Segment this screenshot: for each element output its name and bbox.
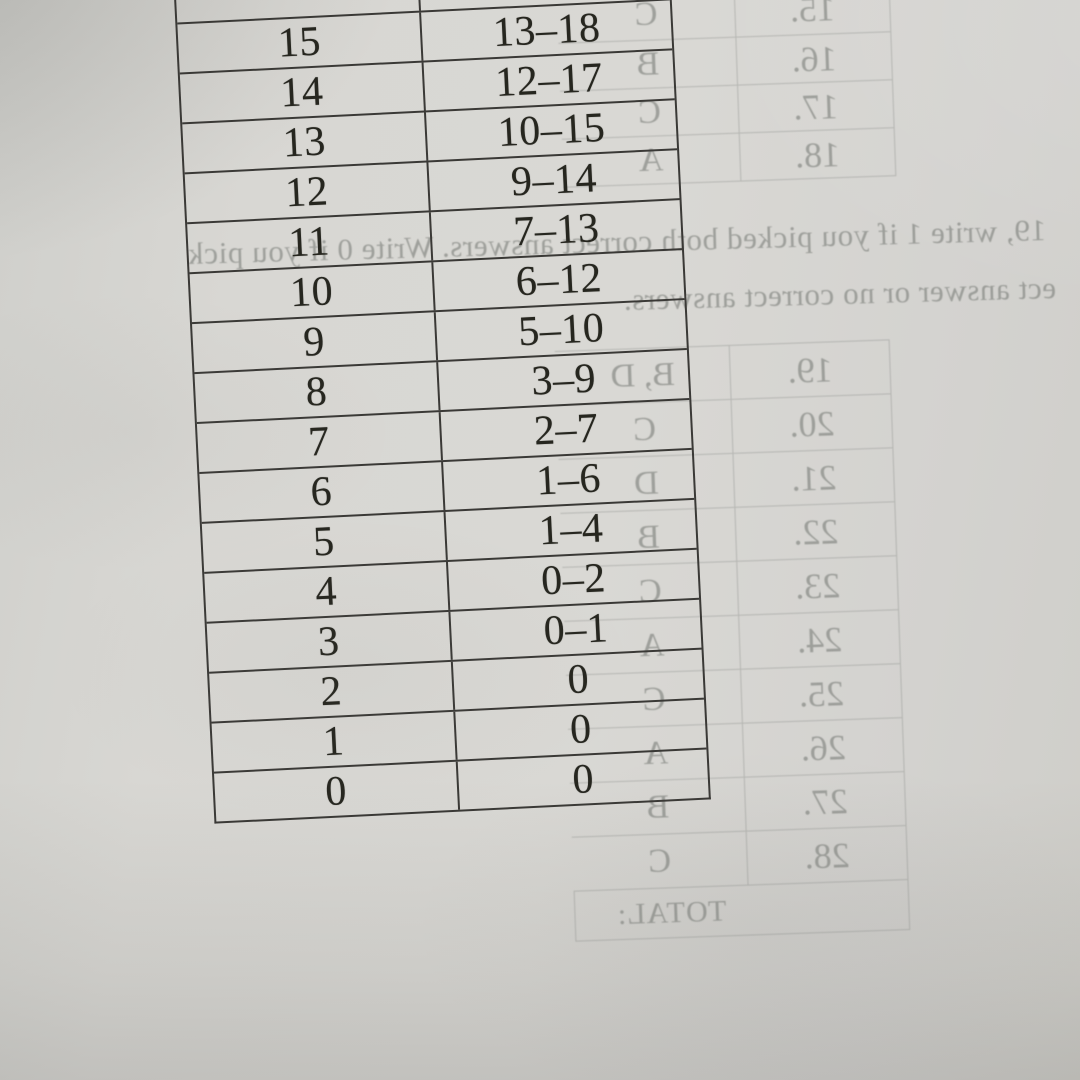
bleed-question-number: 18. bbox=[738, 128, 896, 181]
scaled-range-cell: 0 bbox=[571, 756, 596, 804]
bleed-question-number: 27. bbox=[743, 772, 906, 831]
bleed-question-number: 20. bbox=[730, 394, 893, 453]
bleed-question-number: 25. bbox=[740, 664, 902, 723]
bleed-total-label: TOTAL: bbox=[616, 893, 727, 931]
bleed-question-number: 26. bbox=[741, 718, 904, 777]
bleed-question-number: 23. bbox=[736, 556, 899, 615]
bleed-question-number: 28. bbox=[745, 826, 908, 885]
bleed-total-row: TOTAL: bbox=[573, 880, 910, 942]
bleed-question-number: 22. bbox=[734, 502, 897, 561]
bleed-question-number: 19. bbox=[728, 340, 891, 399]
score-conversion-table: 15 13–18 14 12–17 13 10–15 12 9–14 11 7–13 10 6–12 9… bbox=[174, 0, 711, 824]
bleed-question-number: 15. bbox=[733, 0, 891, 37]
bleed-question-number: 21. bbox=[732, 448, 895, 507]
bleed-answer-letter: C bbox=[647, 841, 672, 880]
bleed-question-number: 17. bbox=[737, 80, 894, 133]
bleed-question-number: 24. bbox=[738, 610, 900, 669]
raw-score-cell: 0 bbox=[214, 761, 461, 822]
bleedthrough-instruction-line2: ect answer or no correct answers. bbox=[622, 270, 1057, 318]
bleed-question-number: 16. bbox=[735, 32, 892, 85]
